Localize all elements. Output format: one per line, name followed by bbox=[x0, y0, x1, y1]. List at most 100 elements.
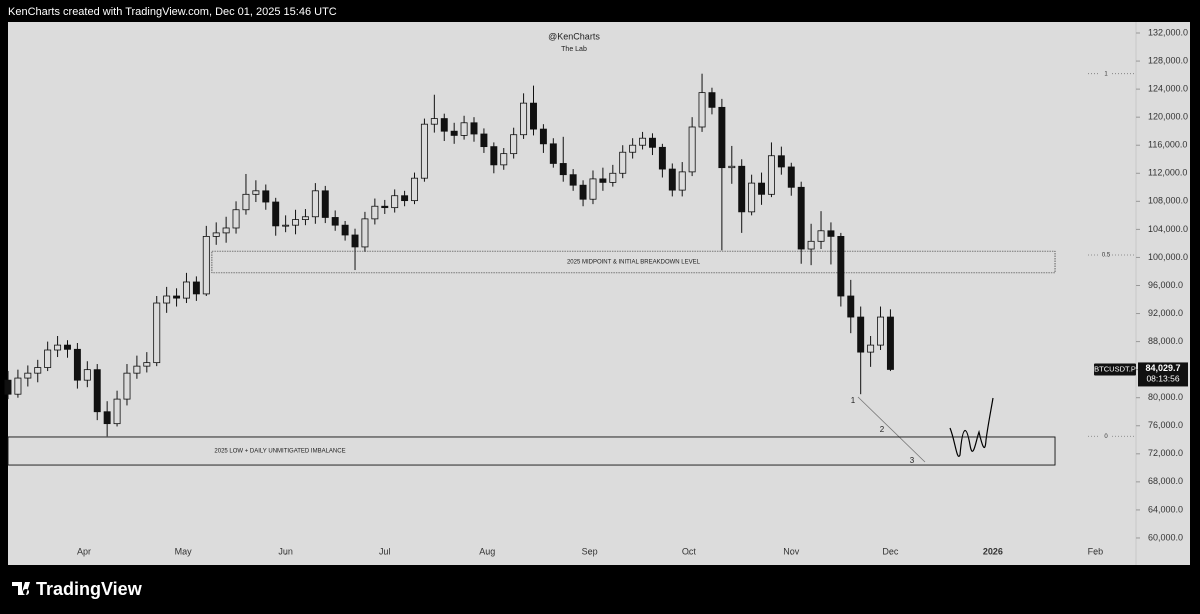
y-tick-label: 116,000.0 bbox=[1148, 140, 1187, 150]
candle-body bbox=[708, 92, 716, 108]
wave-label: 2 bbox=[880, 425, 885, 434]
y-tick-label: 64,000.0 bbox=[1148, 504, 1183, 514]
fib-label: 0.5 bbox=[1102, 253, 1111, 259]
y-tick-label: 124,000.0 bbox=[1148, 83, 1188, 93]
x-tick-label: Nov bbox=[783, 546, 800, 556]
x-tick-label: Dec bbox=[882, 546, 899, 556]
candle-body bbox=[202, 235, 210, 295]
candle-body bbox=[341, 224, 349, 236]
candle-body bbox=[351, 234, 359, 248]
candle-body bbox=[827, 230, 835, 237]
candle-body bbox=[64, 344, 71, 350]
candle-body bbox=[539, 128, 547, 145]
fib-label: 0 bbox=[1104, 434, 1108, 440]
candle-body bbox=[73, 348, 81, 381]
price-tag bbox=[1138, 362, 1188, 387]
candle-body bbox=[252, 190, 260, 195]
candle-body bbox=[282, 224, 290, 227]
candle-body bbox=[807, 240, 815, 250]
x-tick-label: Jun bbox=[278, 546, 293, 556]
y-tick-label: 100,000.0 bbox=[1148, 252, 1188, 262]
candle-body bbox=[232, 209, 240, 229]
y-tick-label: 80,000.0 bbox=[1148, 392, 1183, 402]
y-tick-label: 104,000.0 bbox=[1148, 224, 1188, 234]
fib-label-bg bbox=[1100, 69, 1112, 78]
candle-body bbox=[93, 369, 101, 413]
candle-body bbox=[192, 281, 200, 295]
candle-body bbox=[569, 174, 577, 186]
candle-body bbox=[738, 165, 746, 213]
zone-label: 2025 MIDPOINT & INITIAL BREAKDOWN LEVEL bbox=[567, 260, 701, 266]
candle-body bbox=[34, 367, 42, 374]
candle-body bbox=[718, 106, 726, 169]
candle-body bbox=[272, 201, 280, 227]
candle-body bbox=[678, 171, 686, 191]
candle-body bbox=[153, 302, 161, 364]
candle-body bbox=[24, 372, 32, 379]
candle-body bbox=[698, 92, 706, 128]
candle-body bbox=[847, 295, 855, 318]
candle-body bbox=[391, 195, 399, 209]
zone bbox=[211, 250, 1056, 274]
candle-body bbox=[321, 190, 329, 218]
candle-body bbox=[262, 190, 270, 203]
y-tick-label: 60,000.0 bbox=[1148, 532, 1183, 542]
y-tick-label: 72,000.0 bbox=[1148, 448, 1183, 458]
x-tick-label: Oct bbox=[682, 546, 697, 556]
candle-body bbox=[777, 155, 785, 168]
x-tick-label: 2026 bbox=[983, 546, 1003, 556]
candle-body bbox=[440, 118, 448, 132]
candle-body bbox=[292, 219, 300, 226]
candle-body bbox=[450, 130, 458, 136]
candle-body bbox=[381, 205, 389, 209]
y-tick-label: 112,000.0 bbox=[1148, 168, 1187, 178]
projection-scribble bbox=[949, 397, 994, 457]
symbol-label: BTCUSDT.P bbox=[1094, 364, 1136, 373]
wave-label: 1 bbox=[851, 396, 856, 405]
candle-body bbox=[133, 365, 141, 374]
candle-body bbox=[748, 182, 756, 213]
candle-body bbox=[500, 153, 508, 166]
candle-body bbox=[163, 295, 171, 304]
candle-body bbox=[123, 372, 131, 400]
y-tick-label: 132,000.0 bbox=[1148, 27, 1188, 37]
candle-body bbox=[371, 205, 379, 220]
y-tick-label: 76,000.0 bbox=[1148, 420, 1183, 430]
candle-body bbox=[857, 316, 865, 353]
y-tick-label: 128,000.0 bbox=[1148, 55, 1188, 65]
candle-body bbox=[83, 369, 91, 381]
zone-label: 2025 LOW + DAILY UNMITIGATED IMBALANCE bbox=[214, 449, 345, 455]
candle-body bbox=[242, 193, 250, 211]
candle-body bbox=[758, 182, 766, 195]
candle-body bbox=[867, 344, 875, 353]
brand: TradingView bbox=[36, 579, 143, 599]
candle-body bbox=[14, 377, 22, 395]
candle-body bbox=[420, 123, 428, 179]
candle-body bbox=[609, 172, 617, 183]
y-tick-label: 88,000.0 bbox=[1148, 336, 1183, 346]
candle-body bbox=[579, 184, 587, 200]
candle-body bbox=[222, 227, 230, 234]
candle-body bbox=[361, 218, 369, 248]
candle-body bbox=[103, 411, 111, 425]
countdown-label: 08:13:56 bbox=[1146, 374, 1179, 384]
candle-body bbox=[619, 151, 627, 174]
candle-body bbox=[143, 362, 151, 367]
brand-logo: TradingView bbox=[12, 579, 143, 599]
candle-body bbox=[173, 295, 181, 299]
candle-body bbox=[530, 102, 537, 130]
candle-body bbox=[44, 349, 52, 368]
logo-icon bbox=[12, 582, 30, 596]
candle-body bbox=[54, 344, 62, 351]
candle-body bbox=[549, 143, 557, 164]
x-tick-label: Jul bbox=[379, 546, 391, 556]
candle-body bbox=[301, 216, 309, 220]
chart-title: @KenCharts bbox=[548, 31, 600, 41]
y-tick-label: 120,000.0 bbox=[1148, 112, 1188, 122]
candle-body bbox=[767, 155, 775, 195]
candle-body bbox=[639, 137, 647, 146]
candle-body bbox=[658, 146, 666, 170]
candle-body bbox=[629, 144, 637, 153]
symbol-tag bbox=[1094, 363, 1136, 376]
candle-body bbox=[589, 178, 597, 200]
